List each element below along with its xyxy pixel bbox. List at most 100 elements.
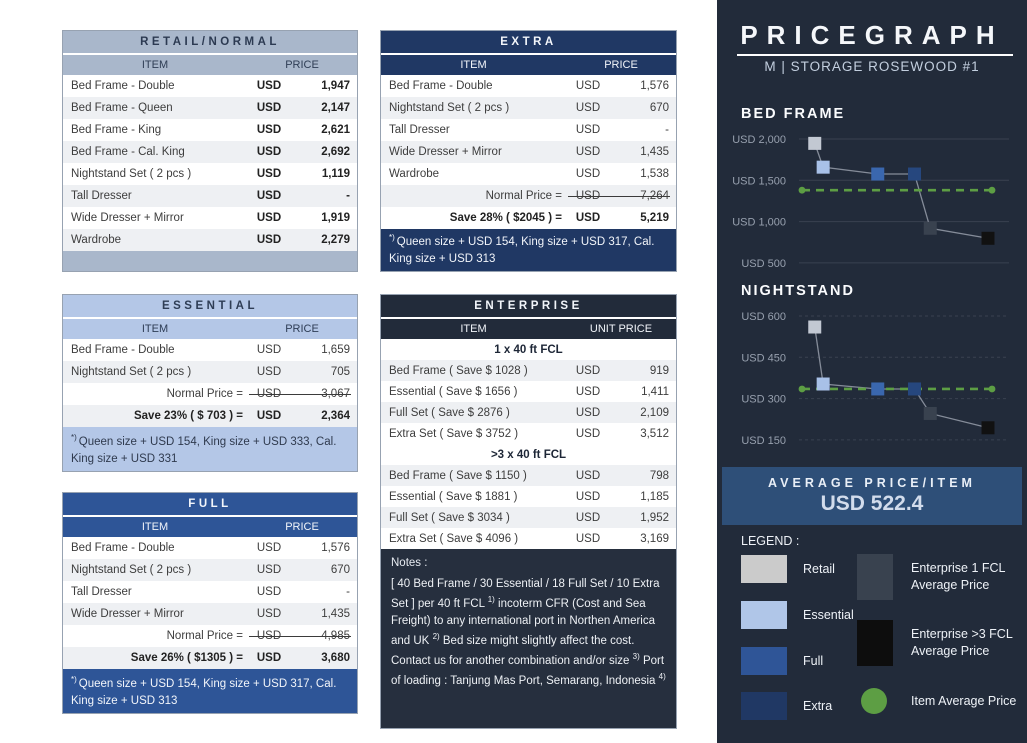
currency-cell: USD xyxy=(256,190,282,202)
table-title: EXTRA xyxy=(381,31,676,53)
currency-cell: USD xyxy=(256,410,282,422)
price-cell: - xyxy=(665,124,669,136)
legend-item-retail: Retail xyxy=(741,555,835,583)
currency-cell: USD xyxy=(256,608,282,620)
note-superscript: 4) xyxy=(658,671,666,681)
table-row: Essential ( Save $ 1881 ) USD 1,185 xyxy=(381,486,676,507)
enterprise-notes: Notes : [ 40 Bed Frame / 30 Essential / … xyxy=(381,549,676,728)
series-connector-line xyxy=(814,326,989,429)
table-row: Bed Frame - Double USD 1,659 xyxy=(63,339,357,361)
currency-cell: USD xyxy=(575,212,601,224)
price-group: USD 670 xyxy=(247,564,357,576)
item-cell: Full Set ( Save $ 3034 ) xyxy=(389,511,510,524)
price-cell: 2,279 xyxy=(321,234,350,246)
item-cell: Bed Frame - Double xyxy=(71,80,175,92)
currency-cell: USD xyxy=(256,630,282,642)
price-group: USD 1,119 xyxy=(247,168,357,180)
currency-cell: USD xyxy=(575,146,601,158)
legend-label: Essential xyxy=(803,608,854,622)
y-axis-tick-label: USD 600 xyxy=(741,311,786,323)
y-axis-tick-label: USD 300 xyxy=(741,394,786,406)
table-row: Wardrobe USD 2,279 xyxy=(63,229,357,251)
bed-frame-chart: USD 2,000 USD 1,500 USD 1,000 USD 500 xyxy=(732,134,1009,270)
price-group: USD 1,952 xyxy=(566,512,676,524)
panel-subtitle: M | STORAGE ROSEWOOD #1 xyxy=(764,59,980,74)
item-cell: Nightstand Set ( 2 pcs ) xyxy=(389,102,510,114)
price-group: USD 798 xyxy=(566,470,676,482)
currency-cell: USD xyxy=(256,234,282,246)
data-point-marker xyxy=(816,160,830,174)
price-group: USD 1,435 xyxy=(566,146,676,158)
panel-title: PRICEGRAPH xyxy=(740,20,1004,50)
table-row: Nightstand Set ( 2 pcs ) USD 670 xyxy=(381,97,676,119)
footnote-marker: *) xyxy=(71,675,77,684)
price-cell: 1,435 xyxy=(321,608,350,620)
table-row: Nightstand Set ( 2 pcs ) USD 1,119 xyxy=(63,163,357,185)
item-cell: Bed Frame - Double xyxy=(71,542,175,554)
price-cell: - xyxy=(346,586,350,598)
divider xyxy=(63,515,357,517)
y-axis-tick-label: USD 2,000 xyxy=(732,134,786,146)
column-header-price: PRICE xyxy=(285,59,319,71)
data-point-marker xyxy=(981,421,995,435)
data-point-marker xyxy=(908,167,921,181)
table-row: Save 23% ( $ 703 ) = USD 2,364 xyxy=(63,405,357,427)
item-cell: Nightstand Set ( 2 pcs ) xyxy=(71,168,192,180)
column-header-price: PRICE xyxy=(285,521,319,533)
currency-cell: USD xyxy=(256,564,282,576)
table-row: Save 28% ( $2045 ) = USD 5,219 xyxy=(381,207,676,229)
item-cell: Extra Set ( Save $ 3752 ) xyxy=(389,427,519,440)
currency-cell: USD xyxy=(256,388,282,400)
item-cell: Bed Frame - Cal. King xyxy=(71,146,185,158)
table-header: ITEM PRICE xyxy=(63,517,357,537)
currency-cell: USD xyxy=(575,364,601,377)
item-cell: Wide Dresser + Mirror xyxy=(71,212,184,224)
data-point-marker xyxy=(923,406,937,420)
price-group: USD 1,435 xyxy=(247,608,357,620)
price-group: USD 3,067 xyxy=(247,388,357,400)
currency-cell: USD xyxy=(256,542,282,554)
price-cell: 1,576 xyxy=(321,542,350,554)
legend-label: Retail xyxy=(803,562,835,576)
item-cell: Bed Frame ( Save $ 1150 ) xyxy=(389,469,527,482)
retail-swatch xyxy=(741,555,787,583)
item-cell: Essential ( Save $ 1656 ) xyxy=(389,385,518,398)
currency-cell: USD xyxy=(575,385,601,398)
item-cell: Bed Frame - Double xyxy=(71,344,175,356)
price-cell: - xyxy=(346,190,350,202)
price-cell: 670 xyxy=(649,102,669,114)
price-cell: 2,364 xyxy=(321,410,350,422)
price-group: USD 2,692 xyxy=(247,146,357,158)
price-cell: 3,512 xyxy=(640,427,669,440)
price-cell: 7,264 xyxy=(640,190,669,202)
divider xyxy=(63,317,357,319)
price-group: USD 3,680 xyxy=(247,652,357,664)
price-cell: 1,185 xyxy=(640,490,669,503)
column-header-price: PRICE xyxy=(604,59,638,71)
table-row: Nightstand Set ( 2 pcs ) USD 705 xyxy=(63,361,357,383)
data-point-marker xyxy=(871,382,885,396)
divider xyxy=(381,317,676,319)
legend-item-extra: Extra xyxy=(741,692,832,720)
item-cell: Nightstand Set ( 2 pcs ) xyxy=(71,366,192,378)
chart-title-nightstand: NIGHTSTAND xyxy=(741,283,855,299)
table-essential: ESSENTIAL ITEM PRICE Bed Frame - Double U… xyxy=(62,294,358,472)
divider xyxy=(63,53,357,55)
table-footnote: *) Queen size + USD 154, King size + USD … xyxy=(63,669,357,713)
y-axis-tick-label: USD 500 xyxy=(741,258,786,270)
average-price-label: AVERAGE PRICE/ITEM xyxy=(768,476,976,490)
table-row: Wardrobe USD 1,538 xyxy=(381,163,676,185)
currency-cell: USD xyxy=(575,532,601,545)
table-title: RETAIL/NORMAL xyxy=(63,31,357,53)
column-header-item: ITEM xyxy=(460,59,487,71)
item-cell: Wide Dresser + Mirror xyxy=(389,146,502,158)
price-group: USD 1,538 xyxy=(566,168,676,180)
table-row: Tall Dresser USD - xyxy=(63,581,357,603)
price-cell: 2,621 xyxy=(321,124,350,136)
currency-cell: USD xyxy=(256,366,282,378)
data-point-marker xyxy=(981,231,995,245)
table-row: Wide Dresser + Mirror USD 1,435 xyxy=(63,603,357,625)
table-row: Wide Dresser + Mirror USD 1,919 xyxy=(63,207,357,229)
table-row: Normal Price = USD 4,985 xyxy=(63,625,357,647)
